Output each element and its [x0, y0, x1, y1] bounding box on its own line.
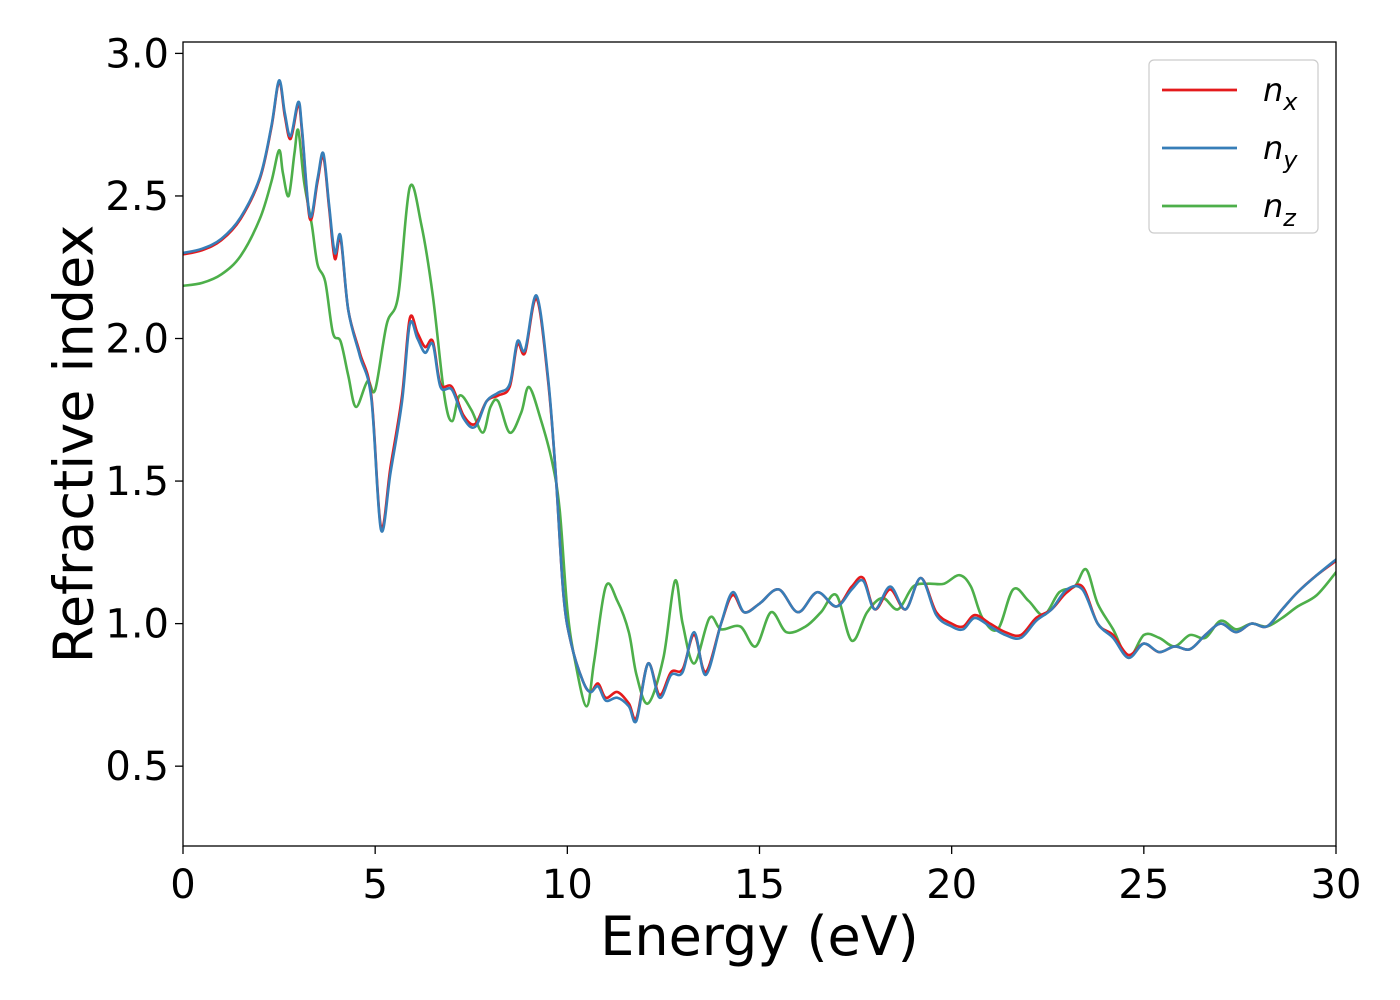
- x-tick-label: 0: [170, 862, 195, 908]
- x-tick-label: 25: [1118, 862, 1169, 908]
- y-tick-label: 1.5: [105, 459, 169, 505]
- legend-label-base: n: [1263, 129, 1283, 167]
- legend-label-subscript: z: [1282, 204, 1297, 232]
- y-tick-label: 2.5: [105, 174, 169, 220]
- x-axis-title: Energy (eV): [600, 905, 919, 968]
- legend-label-base: n: [1263, 71, 1283, 109]
- series-line-nz: [183, 128, 1336, 708]
- x-tick-label: 30: [1311, 862, 1362, 908]
- y-tick-label: 3.0: [105, 31, 169, 77]
- x-tick-label: 5: [362, 862, 387, 908]
- y-tick-label: 2.0: [105, 317, 169, 363]
- x-tick-label: 15: [734, 862, 785, 908]
- y-tick-label: 1.0: [105, 602, 169, 648]
- x-tick-label: 20: [926, 862, 977, 908]
- series-line-ny: [183, 79, 1336, 724]
- legend-label-ny: ny: [1263, 129, 1298, 174]
- legend-label-nz: nz: [1263, 187, 1297, 232]
- legend-box: [1148, 59, 1319, 234]
- y-axis-title: Refractive index: [43, 225, 106, 664]
- legend-label-nx: nx: [1263, 71, 1298, 116]
- ticks-layer: 0 5 10 15 20 25 30 0.5 1.0 1.5 2.0 2.5 3.0: [105, 31, 1361, 908]
- series-layer: [183, 79, 1336, 724]
- legend-label-subscript: y: [1282, 146, 1298, 174]
- legend-label-subscript: x: [1282, 88, 1298, 116]
- legend-label-base: n: [1263, 187, 1283, 225]
- y-tick-label: 0.5: [105, 744, 169, 790]
- x-tick-label: 10: [542, 862, 593, 908]
